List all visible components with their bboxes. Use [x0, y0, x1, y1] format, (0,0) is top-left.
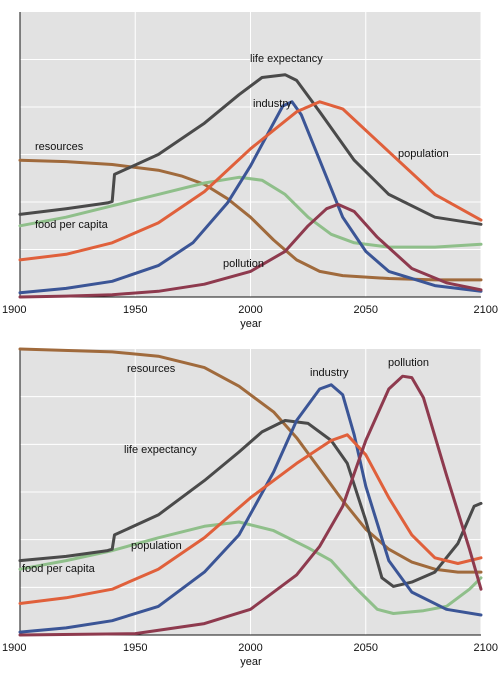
series-label-food-per-capita: food per capita — [22, 563, 96, 575]
x-tick-label: 2000 — [238, 304, 262, 316]
series-label-pollution: pollution — [388, 357, 429, 369]
chart-bottom: resources food per capita life expectancy i… — [2, 347, 498, 668]
series-label-industry: industry — [310, 367, 349, 379]
x-tick-label: 1950 — [123, 642, 147, 654]
x-tick-label: 2100 — [474, 304, 498, 316]
series-label-industry: industry — [253, 98, 292, 110]
series-line-industry — [18, 100, 483, 295]
x-axis-title: year — [240, 318, 262, 330]
series-label-population: population — [131, 540, 182, 552]
series-label-life-expectancy: life expectancy — [250, 53, 323, 65]
series-line-population — [18, 433, 483, 605]
series-line-resources — [18, 347, 483, 574]
series-line-pollution — [18, 374, 483, 637]
x-tick-label: 1900 — [2, 304, 26, 316]
series-label-food-per-capita: food per capita — [35, 219, 109, 231]
series-line-food-per-capita — [18, 175, 483, 249]
series-line-industry — [18, 383, 483, 634]
x-tick-label: 2050 — [354, 304, 378, 316]
series-label-resources: resources — [127, 363, 176, 375]
series-label-resources: resources — [35, 141, 84, 153]
series-line-food-per-capita — [18, 520, 483, 615]
x-tick-label: 1900 — [2, 642, 26, 654]
series-label-pollution: pollution — [223, 258, 264, 270]
x-tick-label: 1950 — [123, 304, 147, 316]
series-line-life-expectancy — [18, 73, 483, 226]
x-tick-label: 2050 — [354, 642, 378, 654]
x-axis-title: year — [240, 656, 262, 668]
x-tick-label: 2000 — [238, 642, 262, 654]
chart-top: resources food per capita life expectancy i… — [2, 12, 498, 330]
series-line-population — [18, 100, 483, 262]
series-label-life-expectancy: life expectancy — [124, 444, 197, 456]
series-line-life-expectancy — [18, 419, 483, 588]
series-label-population: population — [398, 148, 449, 160]
series-line-pollution — [18, 202, 483, 299]
series-line-resources — [18, 158, 483, 282]
x-tick-label: 2100 — [474, 642, 498, 654]
